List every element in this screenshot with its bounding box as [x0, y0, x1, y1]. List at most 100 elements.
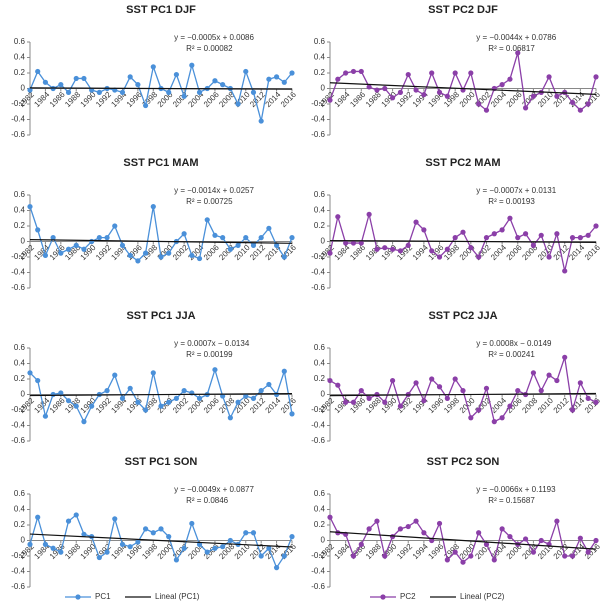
point — [220, 544, 226, 550]
y-tick-label: -0.4 — [311, 115, 325, 124]
x-tick-label: 2002 — [171, 90, 190, 109]
point — [358, 541, 364, 547]
point — [358, 388, 364, 394]
x-tick-label: 2004 — [186, 542, 205, 561]
trend-line — [29, 393, 293, 397]
trend-equation: y = −0.0044x + 0.0786 — [476, 33, 556, 42]
point — [366, 211, 372, 217]
point — [127, 74, 133, 80]
r-squared: R² = 0.00082 — [186, 44, 233, 53]
y-tick-label: -0.6 — [11, 582, 25, 591]
x-tick-label: 2006 — [202, 396, 221, 415]
x-tick-label: 1996 — [426, 396, 445, 415]
y-tick-label: -0.2 — [11, 551, 25, 560]
point — [382, 553, 388, 559]
point — [546, 74, 552, 80]
point — [73, 75, 79, 82]
point — [350, 68, 357, 75]
x-tick-label: 1986 — [48, 542, 67, 561]
point — [522, 105, 529, 111]
point — [389, 377, 396, 384]
y-tick-label: 0.4 — [14, 53, 26, 62]
x-tick-label: 1994 — [109, 90, 128, 109]
point — [366, 395, 372, 401]
y-tick-label: -0.4 — [11, 115, 25, 124]
point — [289, 534, 295, 540]
point — [289, 235, 295, 241]
point — [250, 89, 257, 95]
y-tick-label: 0.4 — [314, 359, 326, 368]
legend-label: Lineal (PC1) — [155, 592, 200, 601]
r-squared: R² = 0.00241 — [488, 350, 535, 359]
point — [81, 75, 87, 82]
y-tick-label: -0.2 — [11, 405, 25, 414]
y-tick-label: -0.4 — [11, 268, 25, 277]
x-tick-label: 2004 — [186, 243, 205, 262]
point — [258, 118, 264, 124]
point — [142, 102, 149, 109]
point — [429, 70, 435, 76]
point — [491, 419, 497, 425]
point — [499, 227, 505, 233]
y-tick-label: -0.2 — [11, 252, 25, 261]
point — [166, 534, 172, 540]
point — [444, 395, 450, 401]
y-tick-label: -0.2 — [311, 99, 325, 108]
point — [397, 526, 404, 532]
point — [515, 50, 521, 56]
x-tick-label: 1994 — [109, 243, 128, 262]
chart-title: SST PC1 MAM — [123, 157, 198, 169]
x-tick-label: 1990 — [380, 396, 399, 415]
point — [569, 99, 576, 106]
point — [127, 252, 133, 259]
point — [343, 70, 349, 76]
point — [281, 368, 287, 374]
x-tick-label: 1998 — [140, 542, 159, 561]
point — [189, 62, 195, 68]
point — [27, 370, 33, 376]
point — [429, 537, 435, 544]
x-tick-label: 1986 — [48, 90, 67, 109]
x-tick-label: 2000 — [156, 542, 175, 561]
x-tick-label: 2016 — [583, 396, 600, 415]
point — [81, 531, 87, 537]
point — [150, 64, 156, 70]
y-tick-label: 0.2 — [314, 221, 326, 230]
point — [65, 398, 72, 404]
r-squared: R² = 0.00725 — [186, 197, 233, 206]
point — [444, 246, 450, 252]
point — [212, 232, 218, 238]
x-tick-label: 2014 — [264, 243, 283, 262]
point — [73, 242, 79, 248]
point — [530, 549, 537, 555]
point — [266, 545, 272, 551]
x-tick-label: 2004 — [489, 243, 508, 262]
x-tick-label: 2006 — [505, 90, 524, 109]
point — [491, 231, 497, 237]
y-tick-label: 0 — [321, 536, 326, 545]
point — [127, 385, 133, 391]
point — [27, 87, 33, 93]
point — [266, 381, 272, 388]
point — [593, 537, 599, 544]
point — [212, 545, 218, 551]
point — [250, 242, 257, 248]
point — [266, 225, 272, 231]
x-tick-label: 1992 — [395, 243, 414, 262]
point — [577, 380, 583, 386]
trend-equation: y = −0.0066x + 0.1193 — [476, 485, 556, 494]
point — [397, 403, 404, 409]
y-tick-label: 0.6 — [14, 489, 26, 498]
point — [358, 240, 364, 246]
x-tick-label: 1988 — [364, 90, 383, 109]
point — [119, 395, 126, 401]
point — [196, 89, 203, 95]
point — [382, 85, 388, 92]
point — [81, 246, 87, 252]
point — [104, 235, 110, 241]
x-tick-label: 1990 — [79, 90, 98, 109]
point — [289, 70, 295, 76]
point — [135, 399, 141, 405]
y-tick-label: 0.6 — [314, 489, 326, 498]
point — [389, 246, 396, 252]
